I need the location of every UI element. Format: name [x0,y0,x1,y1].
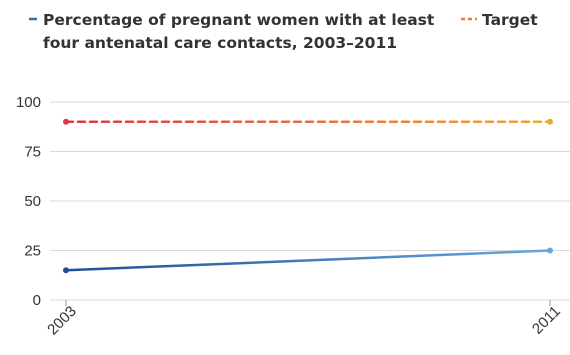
series-0-point [63,267,69,274]
y-tick-label: 0 [33,292,41,309]
y-tick-label: 25 [24,243,41,260]
legend-label-series-0-line-2: four antenatal care contacts, 2003–2011 [43,34,397,52]
y-axis: 0 25 50 75 100 [16,94,41,309]
y-tick-label: 50 [24,193,41,210]
legend: Percentage of pregnant women with at lea… [29,11,538,52]
y-tick-label: 75 [24,144,41,161]
gridlines [50,101,570,301]
x-tick-label: 2003 [44,303,80,339]
series-1-point [547,118,553,125]
series-1-point [63,118,69,125]
series-0-point [547,247,553,254]
x-tick-label: 2011 [529,303,564,338]
plot-area [63,118,553,274]
series-line-0 [64,249,552,272]
legend-label-series-0-line-1: Percentage of pregnant women with at lea… [43,11,435,29]
legend-label-series-1: Target [482,11,538,29]
x-axis: 2003 2011 [44,300,564,338]
y-tick-label: 100 [16,94,41,111]
